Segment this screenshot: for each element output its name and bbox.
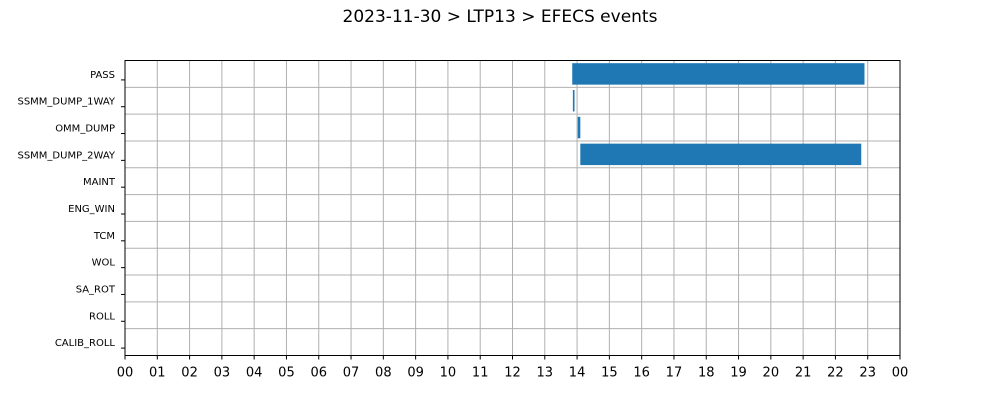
x-tick-label: 06 <box>310 366 327 381</box>
x-tick-label: 13 <box>537 366 554 381</box>
y-tick-label: SSMM_DUMP_2WAY <box>17 150 115 161</box>
x-tick-label: 10 <box>440 366 457 381</box>
event-bar-omm-dump <box>577 116 581 139</box>
x-tick-label: 05 <box>278 366 295 381</box>
x-tick-label: 20 <box>763 366 780 381</box>
x-tick-label: 18 <box>698 366 715 381</box>
y-tick-label: PASS <box>90 70 115 81</box>
y-tick-label: ROLL <box>89 311 115 322</box>
x-tick-label: 07 <box>343 366 360 381</box>
y-tick-label: MAINT <box>83 177 116 188</box>
event-bar-ssmm-dump-2way <box>580 143 862 166</box>
y-tick-label: SSMM_DUMP_1WAY <box>17 97 115 108</box>
x-tick-label: 14 <box>569 366 586 381</box>
plot-frame <box>124 60 901 356</box>
x-tick-label: 23 <box>859 366 876 381</box>
y-tick-label: WOL <box>92 258 116 269</box>
x-tick-label: 01 <box>149 366 166 381</box>
x-tick-label: 15 <box>601 366 618 381</box>
chart-title: 2023-11-30 > LTP13 > EFECS events <box>343 7 658 27</box>
y-tick-label: TCM <box>93 231 115 242</box>
x-tick-label: 00 <box>892 366 909 381</box>
x-tick-label: 12 <box>504 366 521 381</box>
x-tick-label: 19 <box>730 366 747 381</box>
x-tick-label: 02 <box>181 366 198 381</box>
x-tick-label: 17 <box>666 366 683 381</box>
event-bar-pass <box>572 63 865 85</box>
x-tick-label: 22 <box>827 366 844 381</box>
x-tick-label: 11 <box>472 366 489 381</box>
y-tick-label: CALIB_ROLL <box>55 338 116 349</box>
x-tick-label: 16 <box>633 366 650 381</box>
x-tick-label: 04 <box>246 366 263 381</box>
x-tick-label: 08 <box>375 366 392 381</box>
event-bar-ssmm-dump-1way <box>572 90 575 112</box>
y-tick-label: OMM_DUMP <box>55 124 115 135</box>
x-tick-label: 09 <box>407 366 424 381</box>
y-tick-label: ENG_WIN <box>68 204 115 215</box>
y-tick-label: SA_ROT <box>76 284 116 295</box>
event-bars <box>572 63 865 166</box>
grid-lines <box>124 60 901 356</box>
y-axis: PASS SSMM_DUMP_1WAY OMM_DUMP SSMM_DUMP_2WAY… <box>17 70 125 349</box>
x-tick-label: 03 <box>214 366 231 381</box>
x-tick-label: 00 <box>117 366 134 381</box>
x-axis: 00 01 02 03 04 05 06 07 08 09 10 11 12 13 14 15 16 17 18 19… <box>117 355 909 381</box>
x-tick-label: 21 <box>795 366 812 381</box>
